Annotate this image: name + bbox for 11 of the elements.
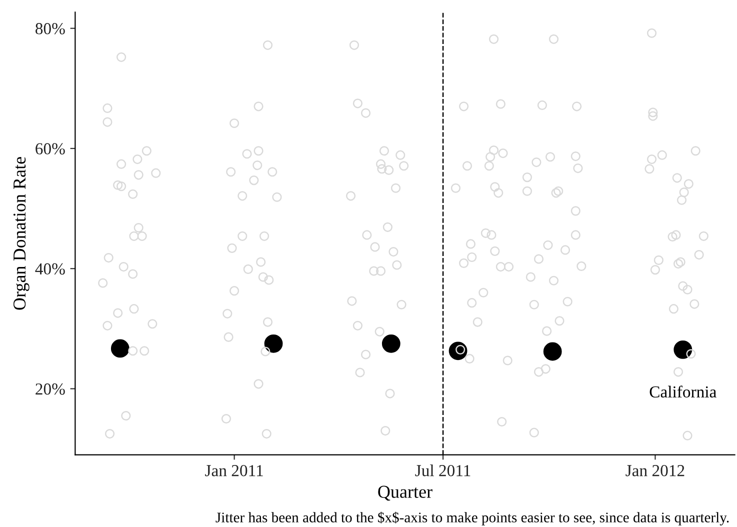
y-tick-label: 60%	[36, 143, 65, 154]
x-tick-label: Jul 2011	[415, 464, 470, 476]
text: California	[650, 386, 716, 398]
y-axis-title: Organ Donation Rate	[13, 157, 30, 310]
x-tick-label: Jan 2012	[626, 465, 684, 476]
text: Jitter has been added to the $x$-axis to make points easier to see, since data is quarterly.	[216, 512, 729, 526]
x-axis-title: Quarter	[378, 486, 432, 501]
y-tick-label: 80%	[36, 23, 65, 34]
x-tick-label: Jan 2011	[205, 465, 263, 476]
y-tick-label: 40%	[35, 263, 65, 275]
y-tick-label: 20%	[36, 383, 65, 395]
